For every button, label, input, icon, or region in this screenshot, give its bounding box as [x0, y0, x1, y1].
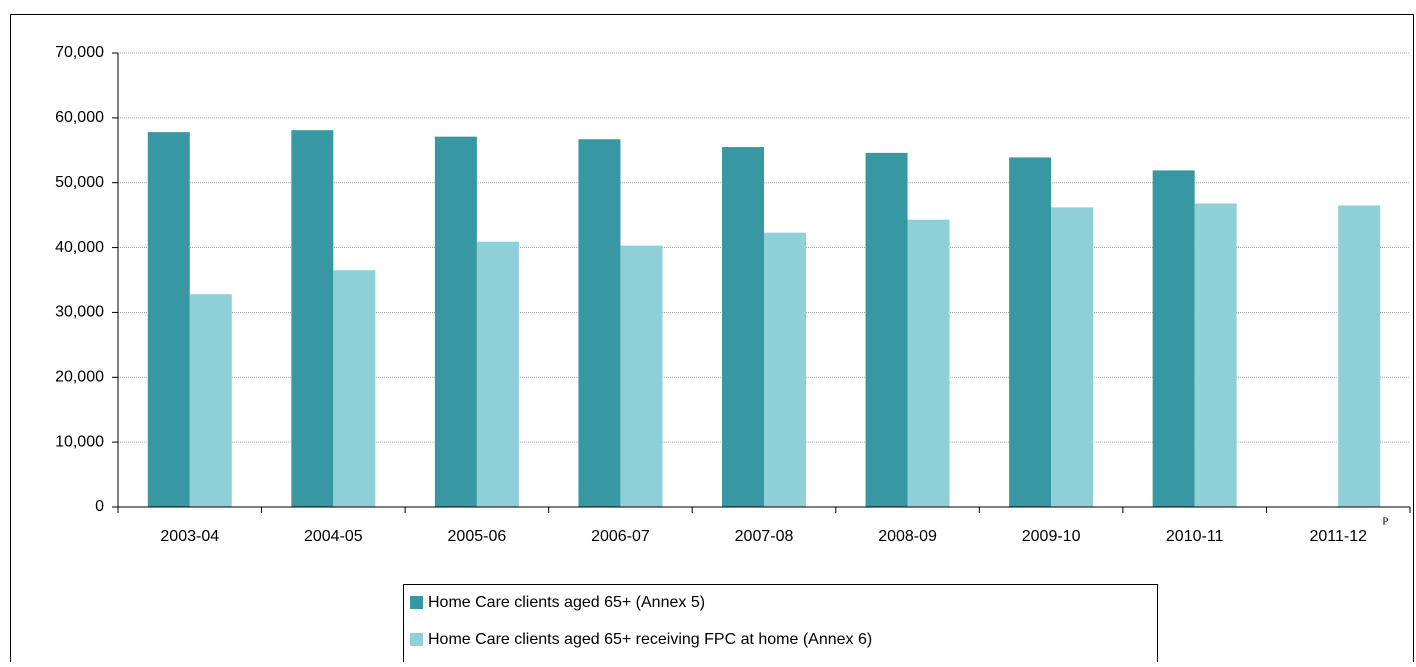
y-tick-label: 70,000 [55, 44, 104, 61]
x-tick-label: 2007-08 [735, 528, 794, 545]
x-tick-label: 2009-10 [1022, 528, 1081, 545]
legend-swatch [410, 633, 423, 646]
legend-swatch [410, 596, 423, 609]
x-tick-label: 2010-11 [1166, 528, 1224, 545]
y-tick-label: 60,000 [55, 109, 104, 126]
bar [1009, 157, 1052, 508]
x-tick-label: 2011-12 [1309, 528, 1367, 545]
bar [291, 130, 334, 507]
bar [147, 132, 190, 507]
chart-frame [10, 14, 1414, 667]
y-tick-label: 20,000 [55, 369, 104, 386]
x-tick-label: 2004-05 [304, 528, 363, 545]
bar [907, 219, 950, 507]
x-tick-label: 2003-04 [160, 528, 219, 545]
bar [1338, 205, 1381, 507]
x-tick-label: 2005-06 [448, 528, 507, 545]
bar [764, 232, 806, 507]
bar [1051, 207, 1094, 508]
y-tick-label: 30,000 [55, 304, 104, 321]
y-tick-label: 40,000 [55, 239, 104, 256]
legend-box [403, 584, 1158, 667]
bar [1194, 203, 1237, 507]
bar [578, 139, 621, 507]
bar [722, 147, 764, 508]
bar [620, 245, 663, 507]
bar [434, 136, 477, 507]
legend-label: Home Care clients aged 65+ (Annex 5) [428, 594, 705, 611]
bar [189, 294, 232, 507]
y-tick-label: 0 [95, 498, 104, 515]
x-tick-label: 2006-07 [591, 528, 650, 545]
bar [476, 241, 519, 507]
x-tick-label: 2008-09 [878, 528, 937, 545]
y-tick-label: 50,000 [55, 174, 104, 191]
legend-label: Home Care clients aged 65+ receiving FPC… [428, 631, 872, 648]
annotation: P [1382, 516, 1388, 528]
bar [1152, 170, 1195, 508]
y-tick-label: 10,000 [55, 433, 104, 450]
bar [333, 270, 376, 507]
bar [865, 152, 908, 507]
